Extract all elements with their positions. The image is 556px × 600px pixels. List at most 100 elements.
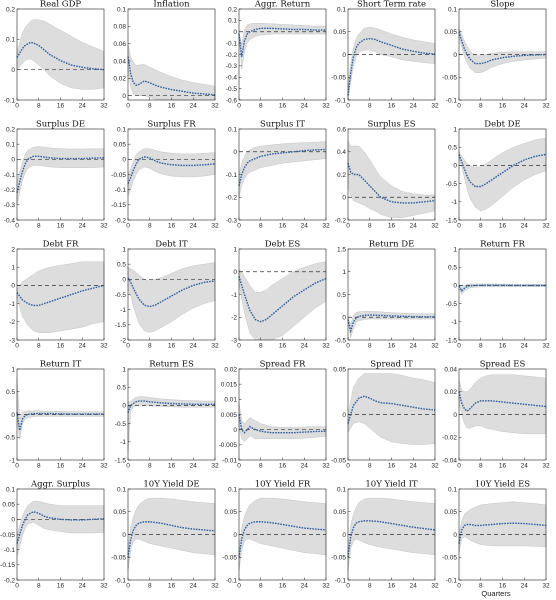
x-tick-label: 8 (148, 103, 152, 110)
y-tick-label: -0.05 (111, 172, 126, 179)
x-tick-label: 24 (190, 583, 198, 590)
y-tick-label: 0.005 (221, 412, 238, 419)
y-tick-label: -1.5 (446, 337, 458, 344)
y-tick-label: 1 (342, 269, 346, 276)
median-irf-line (347, 37, 436, 96)
irf-panel: 10Y Yield DE -0.1 -0.05 0 0.05 0.1 0 8 16 24 32 (111, 480, 219, 590)
x-tick-label: 24 (521, 223, 529, 230)
x-tick-label: 8 (368, 463, 372, 470)
y-tick-label: 1 (11, 366, 15, 373)
irf-panel: Spread ES -0.04 -0.02 0 0.02 0.04 0 8 16 24 32 (442, 360, 550, 470)
x-tick-label: 0 (237, 223, 241, 230)
irf-panel: Debt IT -2 -1.5 -1 -0.5 0 0.5 1 0 8 16 24 32 (115, 240, 219, 350)
x-tick-label: 24 (521, 583, 529, 590)
x-tick-label: 8 (148, 223, 152, 230)
x-tick-label: 32 (211, 583, 219, 590)
y-tick-label: 0.5 (117, 385, 126, 392)
axes-box (238, 8, 327, 101)
median-irf-line (238, 148, 327, 187)
y-tick-label: 0 (11, 412, 15, 419)
y-tick-label: 1 (11, 265, 15, 272)
y-tick-label: 0 (342, 315, 346, 322)
y-tick-label: -1 (231, 292, 237, 299)
y-tick-label: -0.5 (446, 181, 458, 188)
y-tick-label: -0.1 (226, 40, 238, 47)
irf-panel: Short Term rate -0.1 -0.05 0 0.05 0.1 0 8 16 24 32 (331, 0, 439, 110)
y-tick-label: 0 (122, 93, 126, 100)
x-tick-label: 16 (57, 223, 65, 230)
x-tick-label: 24 (410, 223, 418, 230)
y-tick-label: 0.4 (337, 149, 346, 156)
x-tick-label: 16 (57, 343, 65, 350)
x-tick-label: 16 (57, 103, 65, 110)
y-tick-label: -0.1 (226, 577, 238, 584)
x-tick-label: 24 (521, 103, 529, 110)
x-tick-label: 24 (410, 103, 418, 110)
x-tick-label: 0 (346, 583, 350, 590)
y-tick-label: 0.2 (6, 6, 15, 13)
panel-title: Spread ES (480, 360, 526, 370)
x-tick-label: 32 (542, 463, 550, 470)
y-tick-label: 1 (453, 246, 457, 253)
y-tick-label: 0.02 (224, 366, 237, 373)
x-tick-label: 32 (211, 223, 219, 230)
y-tick-label: -0.5 (115, 421, 127, 428)
irf-panel: Return FR -1.5 -1 -0.5 0 0.5 1 0 8 16 24 32 (446, 240, 550, 350)
panel-title: Slope (490, 0, 514, 10)
x-tick-label: 24 (190, 223, 198, 230)
irf-panel: Surplus ES-0.200.20.40.60 8 16 24 32 (335, 120, 439, 230)
y-tick-label: 0 (122, 403, 126, 410)
x-tick-label: 32 (322, 343, 330, 350)
y-tick-label: 0 (233, 29, 237, 36)
x-tick-label: 16 (499, 223, 507, 230)
panel-title: Aggr. Return (254, 0, 311, 10)
x-tick-label: 16 (279, 343, 287, 350)
y-tick-label: -0.5 (4, 435, 16, 442)
x-tick-label: 24 (301, 103, 309, 110)
y-tick-label: -1 (9, 457, 15, 464)
y-tick-label: -0.5 (335, 337, 347, 344)
y-tick-label: 0.05 (444, 509, 457, 516)
y-tick-label: 0 (453, 412, 457, 419)
y-tick-label: 0 (342, 532, 346, 539)
panel-title: Spread IT (370, 360, 413, 370)
y-tick-label: -0.1 (335, 577, 347, 584)
y-tick-label: 0.5 (337, 292, 346, 299)
y-tick-label: -3 (231, 337, 237, 344)
y-tick-label: -1.5 (115, 457, 127, 464)
x-tick-label: 8 (37, 583, 41, 590)
irf-panel: Return ES -1.5 -1 -0.5 0 0.5 1 0 8 16 24 32 (115, 360, 219, 470)
y-tick-label: 0 (11, 157, 15, 164)
panel-title: Debt ES (265, 240, 301, 250)
panel-title: Return FR (480, 240, 525, 250)
y-tick-label: 0.05 (333, 509, 346, 516)
panel-title: 10Y Yield ES (475, 480, 530, 490)
y-tick-label: 0.1 (117, 126, 126, 133)
median-irf-line (16, 412, 104, 431)
x-tick-label: 24 (521, 463, 529, 470)
x-tick-label: 16 (499, 103, 507, 110)
y-tick-label: -0.1 (335, 97, 347, 104)
irf-panel: Aggr. Return -0.6 -0.5 -0.4 -0.3 -0.2 -0.1 0 0.1… (226, 0, 330, 110)
y-tick-label: -0.3 (4, 202, 16, 209)
x-tick-label: 8 (368, 103, 372, 110)
confidence-band (347, 311, 436, 338)
x-tick-label: 16 (499, 583, 507, 590)
y-tick-label: -0.6 (226, 97, 238, 104)
y-tick-label: 0.015 (221, 381, 238, 388)
x-tick-label: 32 (100, 463, 108, 470)
confidence-band (16, 261, 105, 333)
median-irf-line (458, 391, 547, 413)
confidence-band (238, 261, 327, 341)
x-tick-label: 8 (259, 223, 263, 230)
y-tick-label: -1 (9, 301, 15, 308)
y-tick-label: -1 (451, 319, 457, 326)
y-tick-label: 0 (453, 163, 457, 170)
panel-title: 10Y Yield DE (143, 480, 199, 490)
x-tick-label: 0 (15, 223, 19, 230)
y-tick-label: -0.05 (111, 555, 126, 562)
x-tick-label: 8 (259, 343, 263, 350)
y-tick-label: 0.04 (113, 58, 126, 65)
y-tick-label: -2 (120, 337, 126, 344)
